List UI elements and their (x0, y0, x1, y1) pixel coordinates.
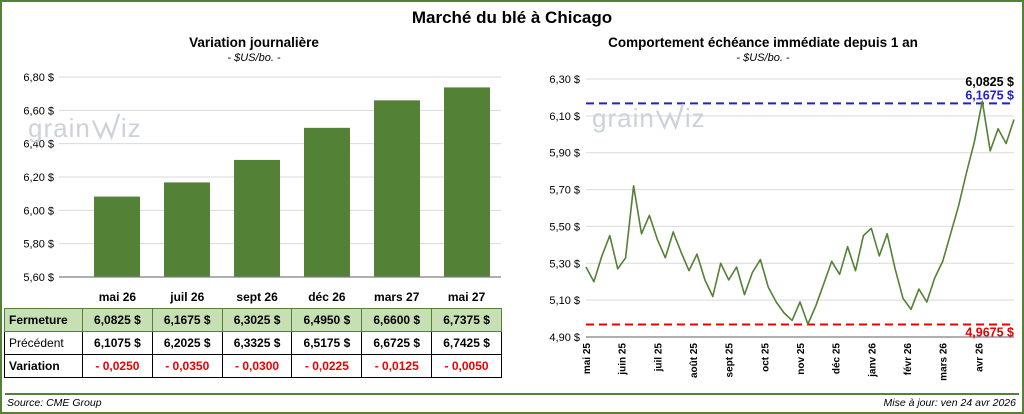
bar (444, 87, 490, 278)
y-tick-label: 5,10 $ (549, 295, 580, 307)
x-tick-label: mai 25 (582, 343, 593, 375)
value-cell: 6,5175 $ (291, 331, 363, 355)
bar-chart-title: Variation journalière (189, 35, 319, 50)
x-tick-label: déc 25 (832, 343, 843, 375)
daily-variation-bar-chart: 5,60 $ 5,80 $ 6,00 $ 6,20 $ 6,40 $ 6,60 $ 6,80… (23, 72, 501, 284)
y-tick-label: 5,60 $ (23, 272, 54, 284)
bar (304, 127, 350, 277)
value-cell: - 0,0350 (151, 354, 223, 378)
corner-cell (5, 287, 83, 309)
price-line (585, 100, 1015, 325)
y-tick-label: 6,40 $ (23, 139, 54, 151)
value-cell: 6,1075 $ (82, 331, 153, 355)
bar (234, 159, 280, 277)
month-header: mai 27 (447, 290, 486, 304)
annotation-high: 6,1675 $ (965, 89, 1014, 103)
month-header: mars 27 (374, 290, 420, 304)
value-cell: - 0,0250 (82, 354, 153, 378)
annotation-low: 4,9675 $ (965, 326, 1014, 340)
content: Variation journalière - $US/bo. - 5,60 $… (2, 29, 1022, 387)
annotation-last-price: 6,0825 $ (965, 75, 1014, 89)
y-tick-label: 6,10 $ (549, 111, 580, 123)
bar-chart-area: 5,60 $ 5,80 $ 6,00 $ 6,20 $ 6,40 $ 6,60 $ 6,80… (4, 65, 504, 284)
y-tick-label: 6,60 $ (23, 105, 54, 117)
left-panel: Variation journalière - $US/bo. - 5,60 $… (2, 29, 504, 378)
x-tick-label: oct 25 (760, 343, 771, 372)
table-header-row: mai 26 juil 26 sept 26 déc 26 mars 27 mai 27 (5, 287, 502, 309)
source-note: Source: CME Group (7, 397, 102, 409)
row-label: Fermeture (4, 308, 83, 332)
value-cell: 6,2025 $ (151, 331, 223, 355)
bar (374, 100, 420, 277)
x-tick-label: juil 25 (653, 343, 664, 373)
value-cell: 6,7425 $ (431, 331, 502, 355)
value-cell: - 0,0225 (291, 354, 363, 378)
y-tick-label: 5,70 $ (549, 185, 580, 197)
update-note: Mise à jour: ven 24 avr 2026 (883, 397, 1017, 409)
y-tick-label: 6,30 $ (549, 74, 580, 86)
line-chart-area: 4,90 $ 5,10 $ 5,30 $ 5,50 $ 5,70 $ 5,90 $ 6,10… (504, 69, 1022, 387)
x-tick-label: nov 25 (796, 343, 807, 375)
y-tick-label: 6,80 $ (23, 72, 54, 84)
y-tick-label: 5,50 $ (549, 221, 580, 233)
line-chart-title: Comportement échéance immédiate depuis 1… (608, 35, 918, 50)
value-cell: - 0,0050 (431, 354, 502, 378)
y-tick-label: 4,90 $ (549, 332, 580, 344)
front-month-line-chart: 4,90 $ 5,10 $ 5,30 $ 5,50 $ 5,70 $ 5,90 $ 6,10… (549, 74, 1015, 381)
x-tick-label: juin 25 (618, 343, 629, 376)
x-tick-label: mars 26 (939, 343, 950, 381)
value-cell: 6,7375 $ (431, 308, 502, 332)
y-tick-label: 6,00 $ (23, 205, 54, 217)
value-cell: 6,4950 $ (291, 308, 363, 332)
y-tick-label: 5,90 $ (549, 148, 580, 160)
table-row-variation: Variation - 0,0250- 0,0350- 0,0300- 0,022… (4, 354, 502, 378)
y-tick-label: 5,80 $ (23, 239, 54, 251)
value-cell: 6,3025 $ (221, 308, 293, 332)
page-title: Marché du blé à Chicago (411, 8, 613, 27)
summary-table-body: Fermeture 6,0825 $6,1675 $6,3025 $6,4950 … (4, 308, 502, 378)
value-cell: - 0,0125 (361, 354, 433, 378)
value-cell: 6,1675 $ (151, 308, 223, 332)
x-tick-label: août 25 (689, 343, 700, 378)
x-tick-label: févr 26 (903, 343, 914, 376)
bar (164, 182, 210, 277)
y-tick-label: 6,20 $ (23, 172, 54, 184)
value-cell: 6,0825 $ (82, 308, 153, 332)
value-cell: 6,6600 $ (361, 308, 433, 332)
row-label: Précédent (4, 331, 83, 355)
table-row-fermeture: Fermeture 6,0825 $6,1675 $6,3025 $6,4950 … (4, 308, 502, 332)
y-tick-label: 5,30 $ (549, 258, 580, 270)
x-tick-label: sept 25 (725, 343, 736, 378)
summary-table: mai 26 juil 26 sept 26 déc 26 mars 27 mai 27 … (4, 287, 502, 378)
month-header: déc 26 (308, 290, 346, 304)
line-chart-subtitle: - $US/bo. - (736, 52, 790, 64)
value-cell: - 0,0300 (221, 354, 293, 378)
x-tick-label: avr 26 (974, 343, 985, 372)
bar (94, 196, 140, 277)
month-header: sept 26 (236, 290, 278, 304)
row-label: Variation (4, 354, 83, 378)
table-row-precedent: Précédent 6,1075 $6,2025 $6,3325 $6,5175 … (4, 331, 502, 355)
footer: Source: CME Group Mise à jour: ven 24 av… (5, 393, 1019, 409)
month-header: juil 26 (170, 290, 205, 304)
right-panel: Comportement échéance immédiate depuis 1… (504, 29, 1022, 387)
bar-chart-subtitle: - $US/bo. - (227, 52, 281, 64)
month-header: mai 26 (98, 290, 137, 304)
value-cell: 6,6725 $ (361, 331, 433, 355)
value-cell: 6,3325 $ (221, 331, 293, 355)
x-tick-label: janv 26 (867, 343, 878, 378)
